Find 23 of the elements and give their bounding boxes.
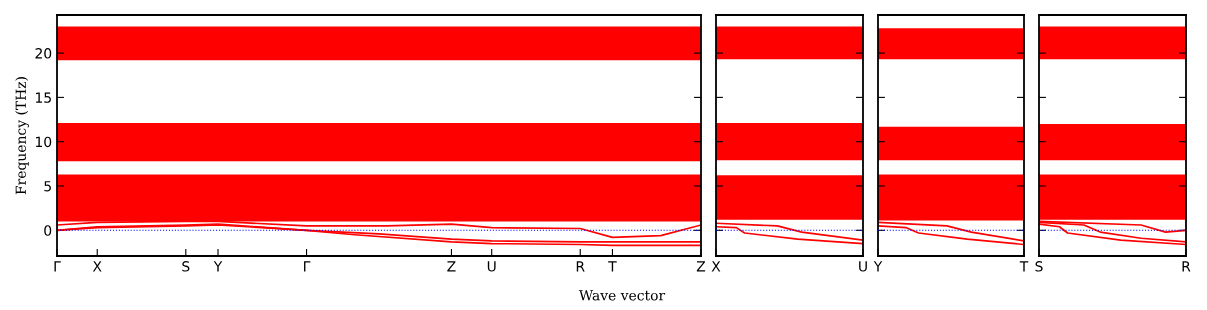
y-axis-title: Frequency (THz) xyxy=(15,77,29,195)
x-tick-label: Y xyxy=(873,261,883,272)
x-axis-title: Wave vector xyxy=(578,290,666,301)
x-tick-label: Z xyxy=(447,261,456,272)
x-tick-label: T xyxy=(1019,261,1029,272)
y-tick-label: 0 xyxy=(44,225,52,236)
x-tick-label: Γ xyxy=(54,261,61,272)
x-tick-label: R xyxy=(1182,261,1191,272)
x-tick-label: S xyxy=(1035,261,1043,272)
x-tick-label: X xyxy=(711,261,721,272)
x-tick-label: Γ xyxy=(304,261,311,272)
x-tick-label: Z xyxy=(696,261,706,272)
x-tick-label: S xyxy=(182,261,190,272)
x-tick-label: X xyxy=(92,261,102,272)
y-tick-label: 10 xyxy=(35,136,52,148)
x-tick-label: Y xyxy=(213,261,223,272)
x-tick-label: U xyxy=(487,261,496,272)
y-tick-label: 20 xyxy=(35,48,52,59)
x-tick-label: T xyxy=(608,261,617,272)
y-tick-label: 5 xyxy=(44,181,51,192)
x-tick-label: U xyxy=(859,261,867,272)
y-tick-label: 15 xyxy=(35,92,51,103)
x-tick-label: R xyxy=(576,261,585,272)
